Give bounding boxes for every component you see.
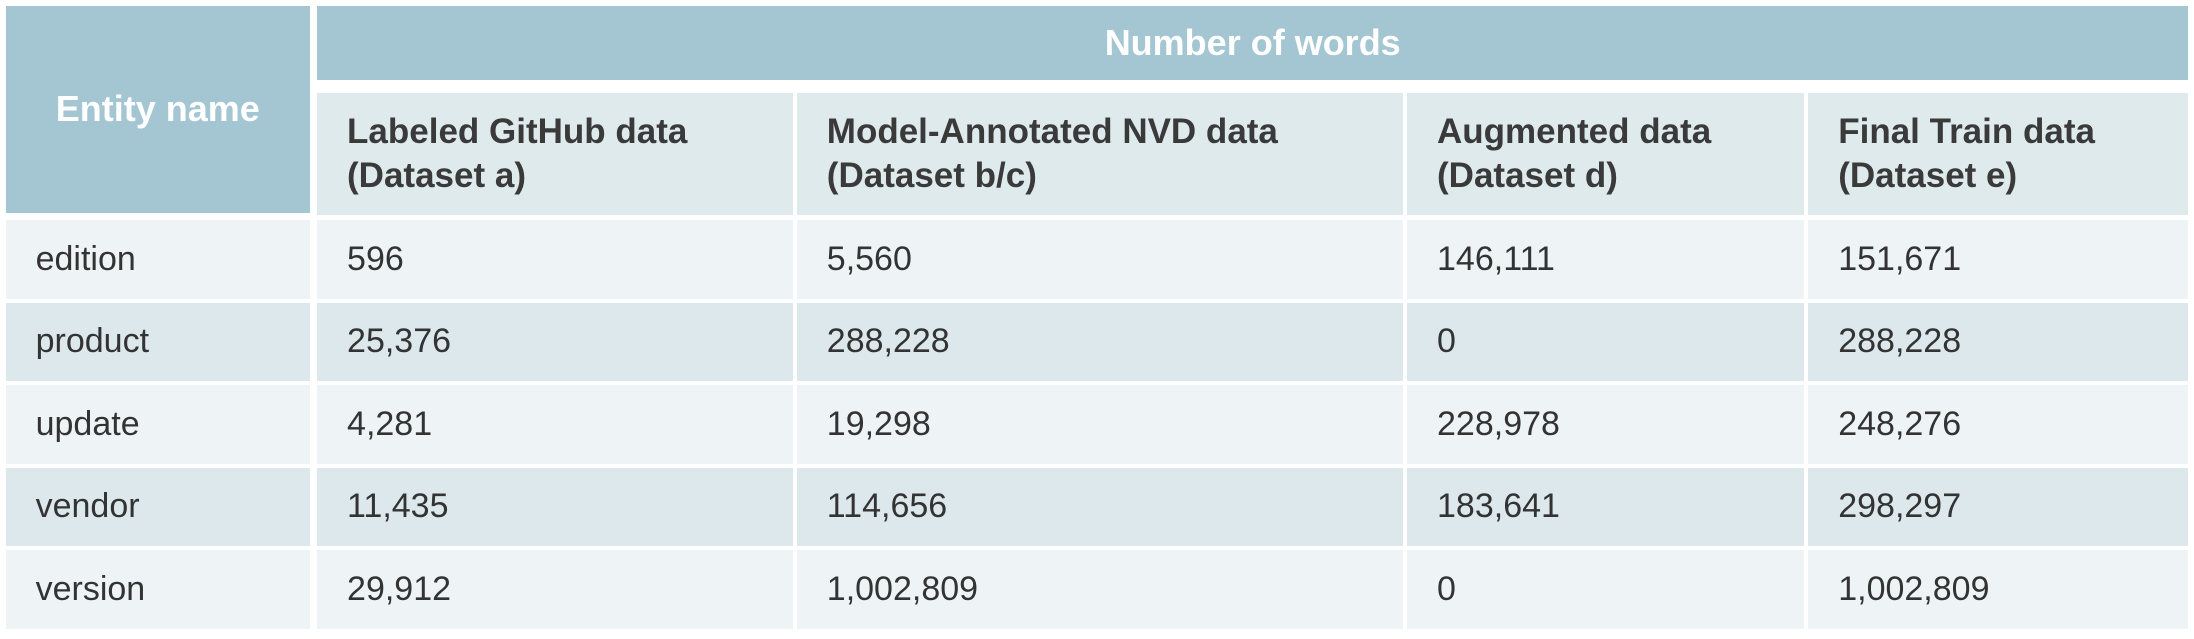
- word-count: 25,376: [347, 322, 452, 361]
- value-cell: 146,111: [1407, 220, 1804, 299]
- word-count: 1,002,809: [826, 569, 979, 608]
- entity-cell: version: [5, 550, 311, 629]
- column-header-line: (Dataset d): [1437, 155, 1618, 195]
- word-count: 183,641: [1437, 487, 1560, 526]
- entity-cell: vendor: [5, 467, 311, 547]
- group-header: Number of words: [317, 5, 2189, 80]
- column-header: Final Train data (Dataset e): [1808, 92, 2189, 215]
- value-cell: 1,002,809: [796, 550, 1403, 629]
- entity-name: edition: [35, 240, 136, 278]
- column-header: Augmented data (Dataset d): [1407, 92, 1804, 215]
- word-count: 29,912: [347, 569, 452, 608]
- word-count: 0: [1437, 322, 1456, 361]
- value-cell: 19,298: [796, 385, 1403, 464]
- word-count: 11,435: [347, 487, 449, 526]
- value-cell: 0: [1407, 550, 1804, 629]
- entity-cell: update: [5, 385, 311, 464]
- value-cell: 248,276: [1808, 385, 2189, 464]
- word-count: 114,656: [826, 487, 948, 526]
- word-count: 228,978: [1437, 404, 1560, 443]
- word-count: 248,276: [1838, 404, 1962, 443]
- value-cell: 114,656: [796, 467, 1403, 547]
- value-cell: 183,641: [1407, 467, 1804, 547]
- value-cell: 228,978: [1407, 385, 1804, 464]
- entity-name: vendor: [35, 487, 140, 526]
- entity-name: version: [35, 569, 146, 608]
- value-cell: 151,671: [1808, 220, 2189, 299]
- row-header: Entity name: [5, 5, 311, 214]
- value-cell: 596: [317, 220, 793, 299]
- column-header: Model-Annotated NVD data (Dataset b/c): [796, 92, 1403, 215]
- row-header-text: Entity name: [55, 88, 260, 130]
- word-count: 4,281: [347, 404, 433, 443]
- entity-name: update: [35, 404, 140, 443]
- value-cell: 29,912: [317, 550, 793, 629]
- word-count: 1,002,809: [1838, 569, 1990, 608]
- word-count: 596: [347, 240, 404, 278]
- entity-cell: edition: [5, 220, 311, 299]
- column-header-line: (Dataset e): [1838, 155, 2018, 195]
- word-count: 5,560: [826, 240, 912, 278]
- column-header-line: Model-Annotated NVD data: [826, 111, 1278, 151]
- word-count: 151,671: [1838, 240, 1962, 278]
- value-cell: 11,435: [317, 467, 793, 547]
- column-header-line: Augmented data: [1437, 111, 1712, 151]
- value-cell: 288,228: [796, 302, 1403, 382]
- word-count: 19,298: [826, 404, 931, 443]
- value-cell: 5,560: [796, 220, 1403, 299]
- value-cell: 1,002,809: [1808, 550, 2189, 629]
- word-count: 288,228: [1838, 322, 1962, 361]
- column-header-line: Labeled GitHub data: [347, 111, 688, 151]
- word-count: 146,111: [1437, 240, 1555, 278]
- word-count: 0: [1437, 569, 1456, 608]
- column-header-line: (Dataset b/c): [826, 155, 1037, 195]
- value-cell: 4,281: [317, 385, 793, 464]
- value-cell: 0: [1407, 302, 1804, 382]
- word-count: 288,228: [826, 322, 950, 361]
- value-cell: 288,228: [1808, 302, 2189, 382]
- column-header: Labeled GitHub data (Dataset a): [317, 92, 793, 215]
- entity-cell: product: [5, 302, 311, 382]
- value-cell: 298,297: [1808, 467, 2189, 547]
- column-header-line: Final Train data: [1838, 111, 2095, 151]
- column-header-line: (Dataset a): [347, 155, 526, 195]
- word-count: 298,297: [1838, 487, 1962, 526]
- group-header-text: Number of words: [1104, 21, 1401, 63]
- entity-name: product: [35, 322, 150, 361]
- value-cell: 25,376: [317, 302, 793, 382]
